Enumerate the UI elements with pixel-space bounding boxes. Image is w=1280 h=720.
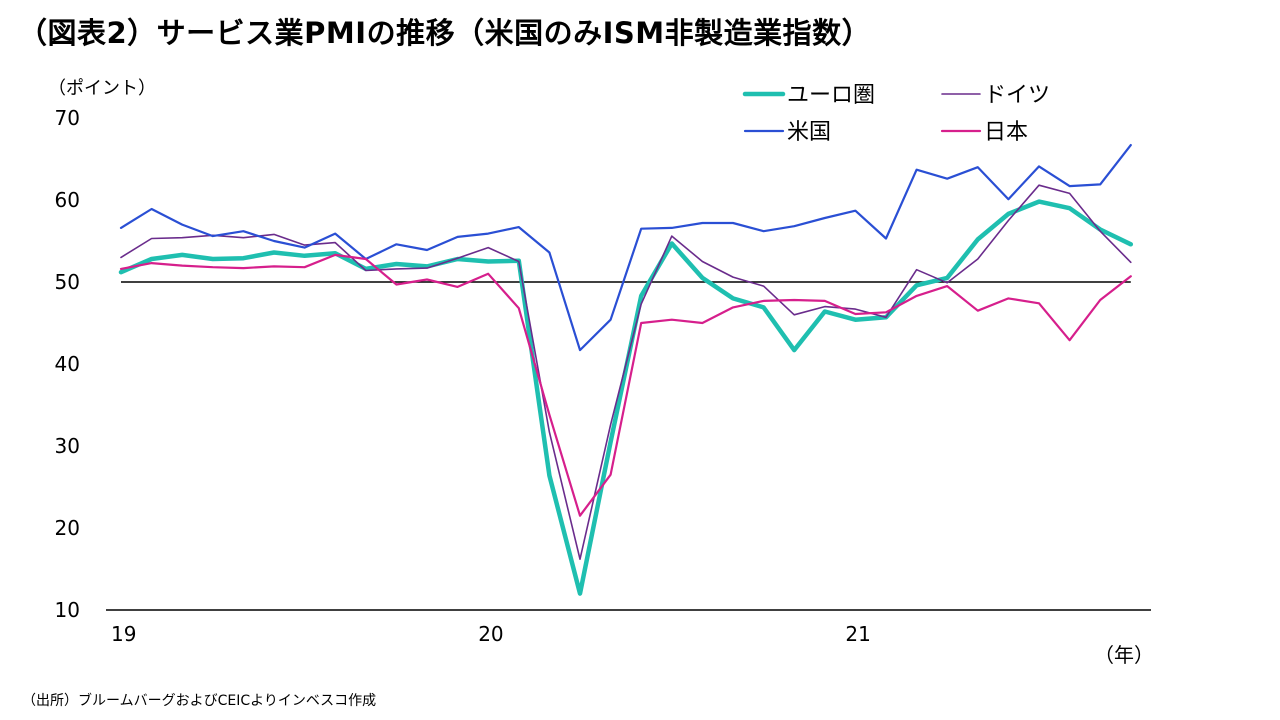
x-tick-label: 20 <box>478 622 503 646</box>
series-line-ユーロ圏 <box>118 199 1134 596</box>
source-note: （出所）ブルームバーグおよびCEICよりインベスコ作成 <box>22 693 377 709</box>
y-tick-label: 50 <box>55 270 80 294</box>
legend-label: 米国 <box>787 120 831 145</box>
legend-label: ドイツ <box>984 83 1050 108</box>
x-tick-label: 19 <box>111 622 136 646</box>
y-tick-label: 40 <box>55 352 80 376</box>
y-axis-label: （ポイント） <box>48 78 156 99</box>
series-line-ドイツ <box>120 184 1132 561</box>
series-line-日本 <box>119 253 1132 517</box>
y-tick-label: 60 <box>55 188 80 212</box>
page-title: （図表2）サービス業PMIの推移（米国のみISM非製造業指数） <box>18 16 872 50</box>
series-line-米国 <box>119 144 1132 352</box>
x-tick-label: 21 <box>845 622 870 646</box>
chart-series <box>118 144 1134 596</box>
y-tick-label: 70 <box>55 106 80 130</box>
y-tick-label: 10 <box>55 598 80 622</box>
y-tick-label: 20 <box>55 516 80 540</box>
legend-label: 日本 <box>984 120 1028 145</box>
x-axis-label: （年） <box>1094 643 1154 667</box>
y-tick-label: 30 <box>55 434 80 458</box>
chart-grid: 10 20 30 40 50 60 70 19 20 21 <box>55 106 1151 646</box>
legend-label: ユーロ圏 <box>787 83 875 108</box>
